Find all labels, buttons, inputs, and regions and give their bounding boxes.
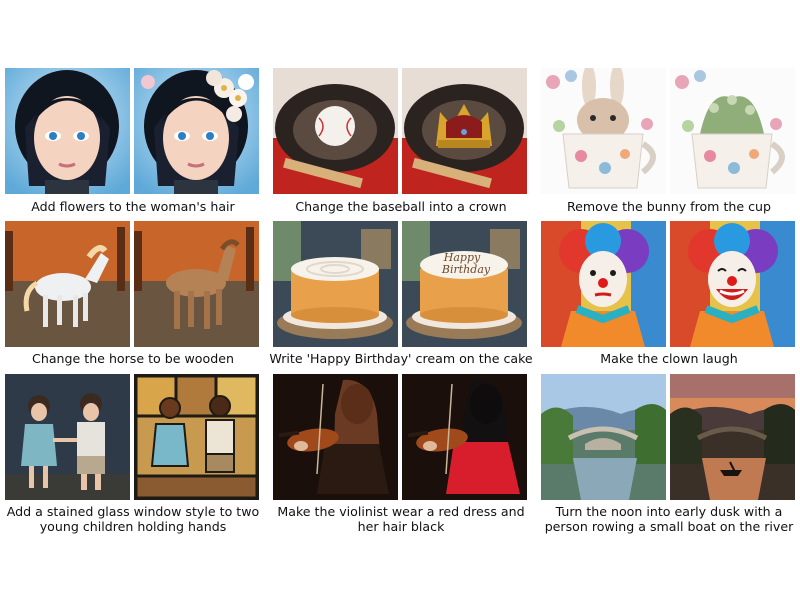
river-noon-source-image xyxy=(541,374,666,500)
caption: Write 'Happy Birthday' cream on the cake xyxy=(269,351,533,366)
stained-glass-children-image xyxy=(134,374,259,500)
river-dusk-image xyxy=(670,374,795,500)
cake-with-text-image: Happy Birthday xyxy=(402,221,527,347)
violinist-source-image xyxy=(273,374,398,500)
cake-source-image xyxy=(273,221,398,347)
crown-glove-image xyxy=(402,68,527,194)
caption: Add flowers to the woman's hair xyxy=(31,199,235,214)
caption: Turn the noon into early dusk with a per… xyxy=(544,504,794,534)
caption: Make the clown laugh xyxy=(600,351,738,366)
clown-source-image xyxy=(541,221,666,347)
caption: Make the violinist wear a red dress and … xyxy=(277,504,525,534)
caption: Add a stained glass window style to two … xyxy=(6,504,260,534)
caption: Change the horse to be wooden xyxy=(32,351,234,366)
cake-text-line1: Happy xyxy=(443,251,481,264)
laughing-clown-image xyxy=(670,221,795,347)
baseball-glove-source-image xyxy=(273,68,398,194)
anime-woman-source-image xyxy=(5,68,130,194)
wooden-horse-image xyxy=(134,221,259,347)
cake-text-line2: Birthday xyxy=(441,263,491,276)
bunny-cup-source-image xyxy=(541,68,666,194)
white-horse-source-image xyxy=(5,221,130,347)
caption: Change the baseball into a crown xyxy=(295,199,507,214)
children-source-image xyxy=(5,374,130,500)
cup-without-bunny-image xyxy=(670,68,795,194)
caption: Remove the bunny from the cup xyxy=(566,199,772,214)
violinist-red-dress-image xyxy=(402,374,527,500)
anime-woman-flowers-image xyxy=(134,68,259,194)
